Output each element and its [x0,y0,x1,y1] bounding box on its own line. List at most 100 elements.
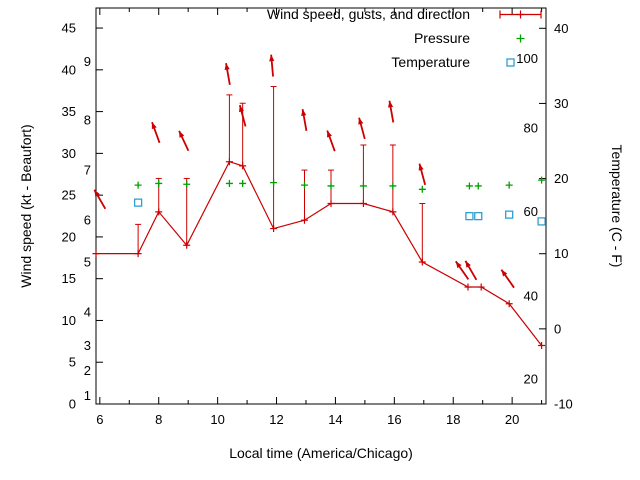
pressure-marker [225,179,233,187]
beaufort-scale-label: 1 [84,388,91,403]
y-left-tick-label: 35 [62,104,76,119]
wind-direction-arrow [388,100,395,123]
pressure-marker [239,179,247,187]
y-left-tick-label: 10 [62,313,76,328]
wind-direction-arrow [151,121,161,144]
wind-point-marker [155,208,163,216]
fahrenheit-scale-label: 60 [524,204,538,219]
x-axis-title: Local time (America/Chicago) [229,445,413,461]
y-left-tick-label: 45 [62,21,76,36]
wind-point-marker [477,283,485,291]
pressure-marker [465,182,473,190]
beaufort-scale-label: 9 [84,54,91,69]
chart-generated-layer: 6 8 10 12 14 16 18 2005101520253035404512345678… [62,7,573,427]
wind-direction-arrow [500,269,515,289]
x-tick-label: 16 [387,412,401,427]
x-tick-label: 10 [210,412,224,427]
legend-label-pressure: Pressure [414,30,470,46]
legend-label-temperature: Temperature [391,54,470,70]
beaufort-scale-label: 5 [84,254,91,269]
wind-point-marker [464,283,472,291]
wind-direction-arrow [238,104,247,127]
temperature-marker [474,211,483,221]
temperature-marker [505,210,514,219]
wind-direction-arrow [93,189,107,210]
y-right-tick-label: 10 [554,246,568,261]
temperature-marker [537,217,546,226]
pressure-marker [474,182,482,190]
x-tick-label: 14 [328,412,342,427]
beaufort-scale-label: 7 [84,163,91,178]
wind-point-marker [389,208,397,216]
legend-sample-pressure [516,34,525,43]
y-right-tick-label: 40 [554,21,568,36]
wind-point-marker [359,199,367,207]
x-tick-label: 18 [446,412,460,427]
wind-direction-arrow [358,117,366,140]
pressure-marker [327,182,335,190]
pressure-marker [389,182,397,190]
x-tick-label: 6 [96,412,103,427]
y-left-tick-label: 40 [62,62,76,77]
x-tick-label: 12 [269,412,283,427]
legend-sample-temperature [506,58,515,67]
pressure-marker [134,181,142,189]
pressure-marker [418,185,426,193]
y-left-tick-label: 5 [69,355,76,370]
y-left-axis-title: Wind speed (kt - Beaufort) [18,124,34,287]
x-tick-label: 8 [155,412,162,427]
wind-speed-line [96,160,543,346]
temperature-marker [465,211,474,221]
wind-direction-arrow [301,108,308,131]
plot-border [95,7,547,405]
y-left-tick-label: 15 [62,271,76,286]
pressure-marker [505,181,513,189]
y-left-tick-label: 20 [62,229,76,244]
beaufort-scale-label: 3 [84,338,91,353]
wind-direction-arrow [224,63,231,85]
wind-point-marker [239,162,247,170]
y-left-tick-label: 25 [62,188,76,203]
wind-direction-arrow [418,163,427,186]
pressure-marker [270,179,278,187]
wind-point-marker [134,250,142,258]
wind-point-marker [183,241,191,249]
beaufort-scale-label: 2 [84,363,91,378]
legend-label-wind: Wind speed, gusts, and direction [267,6,470,22]
wind-point-marker [225,158,233,166]
wind-point-marker [418,258,426,266]
wind-direction-arrow [178,130,190,152]
pressure-marker [301,181,309,189]
y-right-tick-label: -10 [554,397,573,412]
wind-point-marker [270,225,278,233]
beaufort-scale-label: 8 [84,112,91,127]
wind-direction-arrow [455,260,470,280]
wind-direction-arrow [269,54,275,77]
fahrenheit-scale-label: 20 [524,372,538,387]
legend-sample-wind [499,10,542,19]
pressure-marker [183,180,191,188]
beaufort-scale-label: 6 [84,213,91,228]
x-tick-label: 20 [505,412,519,427]
wind-direction-arrow [326,130,336,152]
y-left-tick-label: 30 [62,146,76,161]
wind-point-marker [301,216,309,224]
y-right-axis-title: Temperature (C - F) [609,145,625,268]
wind-point-marker [505,300,513,308]
y-left-tick-label: 0 [69,397,76,412]
wind-point-marker [538,342,546,350]
pressure-marker [155,179,163,187]
wind-point-marker [327,199,335,207]
y-right-tick-label: 0 [554,321,561,336]
beaufort-scale-label: 4 [84,305,91,320]
y-right-tick-label: 30 [554,96,568,111]
fahrenheit-scale-label: 80 [524,121,538,136]
wind-point-marker [92,250,100,258]
pressure-marker [538,176,546,184]
y-right-tick-label: 20 [554,171,568,186]
pressure-marker [359,182,367,190]
fahrenheit-scale-label: 100 [516,51,538,66]
wind-direction-arrow [464,260,478,281]
